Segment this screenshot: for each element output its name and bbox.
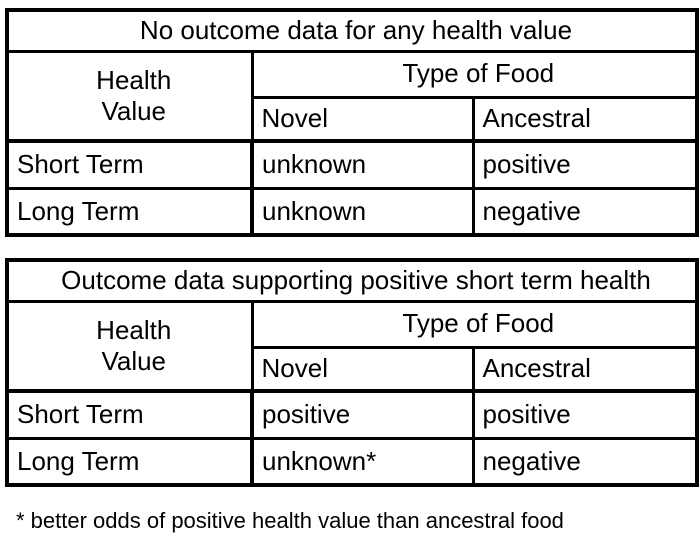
cell-short-term-novel: positive [250,389,475,440]
table-no-outcome-data: No outcome data for any health value Hea… [5,8,700,237]
health-value-line-1: Health [96,64,172,95]
asterisk-footnote: * better odds of positive health value t… [16,508,564,533]
cell-short-term-ancestral: positive [471,389,699,440]
row-label-short-term: Short Term [5,139,254,190]
table-row-long-term: Long Term unknown negative [5,186,699,237]
column-header-ancestral: Ancestral [471,95,699,143]
type-of-food-header: Type of Food [250,49,699,99]
health-value-line-2: Value [101,95,167,126]
cell-long-term-novel: unknown* [250,436,475,487]
table-title: Outcome data supporting positive short t… [5,258,699,303]
health-value-header: Health Value [5,299,254,393]
column-header-novel: Novel [250,95,475,143]
table-row-long-term: Long Term unknown* negative [5,436,699,487]
cell-long-term-ancestral: negative [471,436,699,487]
cell-short-term-novel: unknown [250,139,475,190]
cell-long-term-novel: unknown [250,186,475,237]
table-outcome-data-positive-short-term: Outcome data supporting positive short t… [5,258,700,487]
health-value-header: Health Value [5,49,254,143]
row-label-long-term: Long Term [5,186,254,237]
health-value-line-2: Value [101,345,167,376]
cell-long-term-ancestral: negative [471,186,699,237]
table-row-short-term: Short Term positive positive [5,389,699,440]
table-title: No outcome data for any health value [5,8,699,53]
column-header-novel: Novel [250,345,475,393]
row-label-short-term: Short Term [5,389,254,440]
table-row-short-term: Short Term unknown positive [5,139,699,190]
type-of-food-header: Type of Food [250,299,699,349]
column-header-ancestral: Ancestral [471,345,699,393]
cell-short-term-ancestral: positive [471,139,699,190]
health-value-line-1: Health [96,314,172,345]
row-label-long-term: Long Term [5,436,254,487]
